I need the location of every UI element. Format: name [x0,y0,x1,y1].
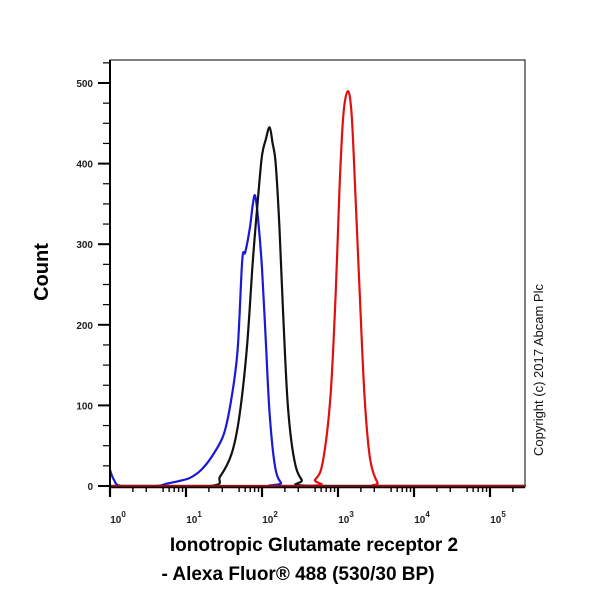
y-axis-label: Count [31,243,53,301]
x-tick-label: 104 [414,510,430,526]
x-tick-base: 10 [110,515,122,526]
x-tick-exponent: 1 [197,510,202,519]
x-tick-exponent: 0 [121,510,126,519]
x-tick-exponent: 4 [425,510,430,519]
y-tick-label: 200 [76,321,93,332]
x-tick-base: 10 [338,515,350,526]
x-tick-label: 101 [186,510,202,526]
x-axis-label-line2: - Alexa Fluor® 488 (530/30 BP) [161,564,434,585]
x-tick-base: 10 [262,515,274,526]
y-tick-label: 400 [76,160,93,171]
x-tick-exponent: 3 [349,510,354,519]
copyright-text: Copyright (c) 2017 Abcam Plc [531,284,546,456]
x-tick-base: 10 [414,515,426,526]
x-tick-base: 10 [186,515,198,526]
x-tick-exponent: 2 [273,510,278,519]
y-tick-label: 500 [76,79,93,90]
y-tick-label: 300 [76,240,93,251]
x-tick-exponent: 5 [501,510,506,519]
x-tick-label: 103 [338,510,354,526]
x-tick-label: 100 [110,510,126,526]
x-axis-label-line1: Ionotropic Glutamate receptor 2 [170,535,458,556]
x-tick-label: 105 [490,510,506,526]
x-tick-label: 102 [262,510,278,526]
y-tick-label: 0 [87,482,93,493]
series-red-line [110,89,526,488]
series-black-line [110,126,526,488]
series-blue-line [108,194,526,488]
y-tick-label: 100 [76,401,93,412]
x-tick-base: 10 [490,515,502,526]
plot-frame [109,59,526,487]
